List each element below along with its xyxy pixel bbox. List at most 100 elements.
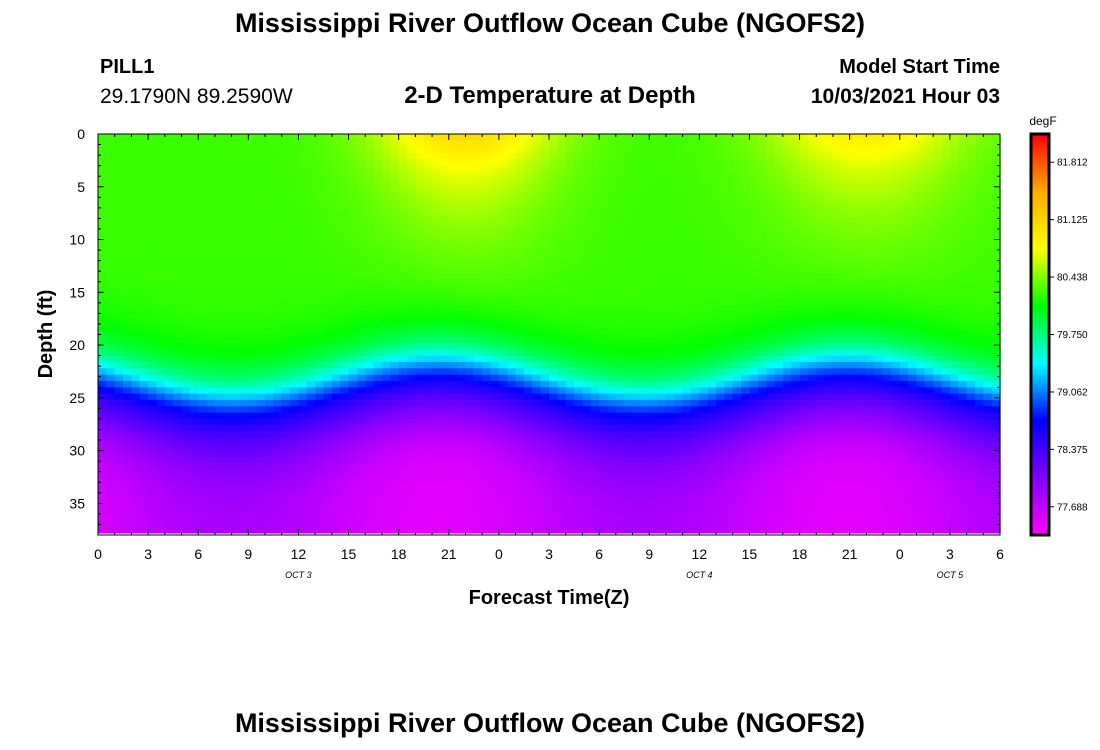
heatmap-cell [381,134,391,141]
heatmap-cell [390,311,400,319]
heatmap-cell [549,311,558,319]
heatmap-cell [674,216,684,224]
heatmap-cell [640,190,650,198]
heatmap-cell [515,216,525,224]
heatmap-cell [649,501,659,509]
heatmap-cell [281,254,291,262]
heatmap-cell [490,507,500,515]
heatmap-cell [482,146,492,154]
heatmap-cell [599,387,609,395]
heatmap-cell [139,374,149,382]
heatmap-cell [98,159,107,167]
heatmap-cell [607,222,617,230]
heatmap-cell [590,190,600,198]
heatmap-cell [390,526,400,534]
heatmap-cell [632,349,642,357]
heatmap-cell [490,317,500,325]
heatmap-cell [256,247,266,255]
heatmap-cell [139,216,149,224]
heatmap-cell [106,298,116,306]
heatmap-cell [523,260,533,268]
heatmap-cell [640,228,650,236]
heatmap-cell [440,279,450,287]
heatmap-cell [273,184,283,192]
heatmap-cell [239,292,249,300]
heatmap-cell [365,209,375,217]
heatmap-cell [590,241,600,249]
heatmap-cell [173,387,183,395]
heatmap-cell [256,266,266,274]
heatmap-cell [582,178,592,186]
heatmap-cell [323,393,333,401]
heatmap-cell [557,349,567,357]
heatmap-cell [415,330,425,338]
heatmap-cell [457,368,467,376]
heatmap-cell [206,355,216,363]
heatmap-cell [381,317,391,325]
heatmap-cell [290,184,300,192]
heatmap-cell [607,431,617,439]
heatmap-cell [106,190,116,198]
heatmap-cell [615,317,625,325]
heatmap-cell [607,279,617,287]
heatmap-cell [582,507,592,515]
heatmap-cell [473,450,483,458]
heatmap-cell [640,494,650,502]
heatmap-cell [356,418,366,426]
heatmap-cell [323,197,333,205]
heatmap-cell [532,152,542,160]
heatmap-cell [523,171,533,179]
heatmap-cell [123,323,133,331]
heatmap-cell [582,323,592,331]
heatmap-cell [331,203,341,211]
heatmap-cell [265,298,274,306]
heatmap-cell [699,501,709,509]
heatmap-cell [265,482,274,490]
heatmap-cell [732,184,742,192]
heatmap-cell [674,222,684,230]
heatmap-cell [473,387,483,395]
heatmap-cell [440,134,450,141]
heatmap-cell [615,418,625,426]
heatmap-cell [523,488,533,496]
heatmap-cell [306,178,316,186]
heatmap-cell [415,279,425,287]
heatmap-cell [624,247,634,255]
heatmap-cell [749,311,759,319]
heatmap-cell [457,184,467,192]
heatmap-cell [281,152,291,160]
heatmap-cell [599,304,609,312]
heatmap-cell [707,380,717,388]
heatmap-cell [482,203,492,211]
heatmap-cell [290,304,300,312]
heatmap-cell [507,501,517,509]
heatmap-cell [432,437,442,445]
heatmap-cell [223,203,233,211]
heatmap-cell [381,431,391,439]
heatmap-cell [164,507,174,515]
heatmap-cell [640,456,650,464]
heatmap-cell [164,134,174,141]
heatmap-cell [649,342,659,350]
heatmap-cell [290,418,300,426]
heatmap-cell [365,216,375,224]
heatmap-cell [423,342,433,350]
heatmap-cell [348,456,358,464]
heatmap-cell [649,165,659,173]
heatmap-cell [323,209,333,217]
heatmap-cell [532,222,542,230]
heatmap-cell [407,437,416,445]
heatmap-cell [432,260,442,268]
heatmap-cell [515,361,525,369]
heatmap-cell [607,209,617,217]
heatmap-cell [465,203,475,211]
heatmap-cell [732,260,742,268]
heatmap-cell [565,171,575,179]
heatmap-cell [716,444,725,452]
heatmap-cell [632,393,642,401]
heatmap-cell [290,228,300,236]
heatmap-cell [173,298,183,306]
heatmap-cell [273,254,283,262]
heatmap-cell [665,304,675,312]
heatmap-cell [574,159,584,167]
